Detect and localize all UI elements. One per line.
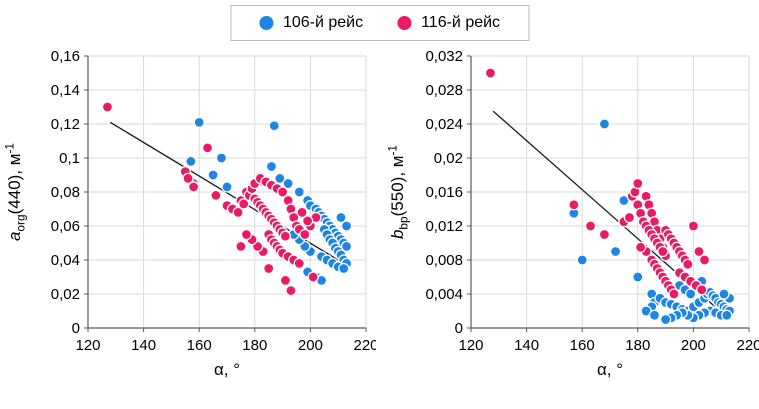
right-y-label-sub: bp (396, 216, 411, 230)
svg-text:120: 120 (75, 337, 100, 354)
right-x-axis-label: α, ° (596, 360, 624, 379)
svg-text:120: 120 (458, 337, 483, 354)
legend-marker-pink-icon (397, 16, 412, 30)
svg-text:0,004: 0,004 (425, 286, 463, 303)
right-y-label-mid: (550), м (388, 155, 408, 217)
svg-text:200: 200 (298, 337, 323, 354)
svg-text:0,08: 0,08 (51, 184, 80, 201)
left-x-axis-label: α, ° (213, 360, 241, 379)
svg-text:0,028: 0,028 (425, 82, 463, 99)
svg-text:160: 160 (570, 337, 595, 354)
svg-text:220: 220 (736, 337, 759, 354)
left-y-label-sup: -1 (2, 142, 17, 154)
svg-text:0,06: 0,06 (51, 218, 80, 235)
svg-text:200: 200 (681, 337, 706, 354)
svg-text:140: 140 (131, 337, 156, 354)
svg-text:0: 0 (72, 320, 80, 337)
svg-text:0,02: 0,02 (51, 286, 80, 303)
svg-text:0: 0 (455, 320, 463, 337)
svg-text:0,16: 0,16 (51, 48, 80, 65)
right-y-label-var: b (388, 229, 408, 240)
svg-text:0,012: 0,012 (425, 218, 463, 235)
svg-text:0,02: 0,02 (434, 150, 463, 167)
right-y-axis-label: bbp(550), м-1 (385, 145, 410, 239)
svg-text:0,024: 0,024 (425, 116, 463, 133)
left-y-axis-label: aorg(440), м-1 (2, 143, 27, 241)
svg-text:0,04: 0,04 (51, 252, 80, 269)
legend: 106-й рейс 116-й рейс (229, 5, 530, 41)
legend-item-116: 116-й рейс (397, 14, 500, 32)
svg-text:0,12: 0,12 (51, 116, 80, 133)
svg-text:0,1: 0,1 (59, 150, 80, 167)
legend-item-106: 106-й рейс (258, 14, 364, 32)
svg-text:0,008: 0,008 (425, 252, 463, 269)
right-y-label-sup: -1 (385, 144, 400, 156)
svg-text:0,14: 0,14 (51, 82, 80, 99)
legend-label-106: 106-й рейс (282, 14, 364, 31)
scatter-plot-left: 120 140 160 180 200 220 0 0,02 0,04 0,06 0,08 0,1 0,… (51, 48, 376, 354)
chart-right: bbp(550), м-1 120 140 160 180 200 220 0 0,004 0,… (383, 46, 759, 380)
svg-text:0,016: 0,016 (425, 184, 463, 201)
svg-text:180: 180 (242, 337, 267, 354)
svg-text:140: 140 (514, 337, 539, 354)
svg-text:220: 220 (353, 337, 376, 354)
svg-text:0,032: 0,032 (425, 48, 463, 65)
chart-left: aorg(440), м-1 120 140 160 180 200 220 0 0,02 0,… (0, 46, 376, 380)
left-y-label-var: a (5, 231, 25, 242)
svg-text:160: 160 (187, 337, 212, 354)
left-y-label-sub: org (13, 214, 28, 232)
legend-marker-blue-icon (258, 16, 273, 30)
legend-label-116: 116-й рейс (421, 14, 501, 31)
scatter-plot-right: 120 140 160 180 200 220 0 0,004 0,008 0,012 0,016 0… (425, 48, 759, 354)
left-y-label-mid: (440), м (5, 153, 25, 215)
svg-text:180: 180 (625, 337, 650, 354)
charts-row: aorg(440), м-1 120 140 160 180 200 220 0 0,02 0,… (0, 46, 759, 380)
